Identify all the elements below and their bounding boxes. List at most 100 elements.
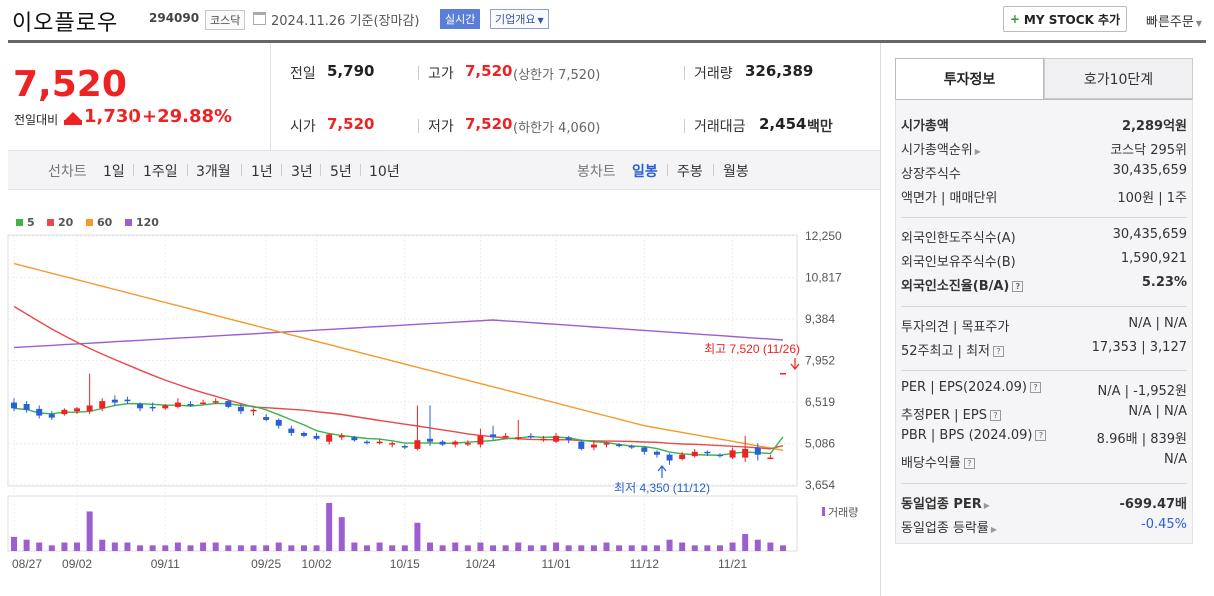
volume-bar <box>389 545 396 551</box>
change-value: 1,730 <box>84 106 141 127</box>
stat-separator <box>684 119 685 133</box>
plus-icon: + <box>1009 12 1020 26</box>
panel-divider <box>880 43 881 596</box>
stat-separator <box>418 119 419 133</box>
period-1d[interactable]: 1일 <box>103 164 125 180</box>
info-label[interactable]: 동일업종 PER ▶ <box>901 493 990 512</box>
candle-daily[interactable]: 일봉 <box>632 164 658 180</box>
period-3m[interactable]: 3개월 <box>196 164 231 180</box>
tab-orderbook[interactable]: 호가10단계 <box>1044 58 1193 99</box>
change-label: 전일대비 <box>14 113 59 127</box>
info-label: 시가총액 <box>901 115 949 134</box>
volume-bar <box>74 542 81 551</box>
period-3y[interactable]: 3년 <box>291 164 313 180</box>
volume-bar <box>401 545 408 551</box>
period-1y[interactable]: 1년 <box>251 164 273 180</box>
header-divider <box>8 40 1206 43</box>
company-overview-dropdown[interactable]: 기업개요 ▼ <box>490 9 549 29</box>
volume-bar <box>780 545 786 551</box>
market-badge: 코스닥 <box>205 10 246 30</box>
candle-monthly[interactable]: 월봉 <box>723 164 749 180</box>
x-tick-label: 10/24 <box>465 557 495 571</box>
change-percent: +29.88% <box>142 106 233 127</box>
volume-bar <box>603 542 610 551</box>
candle-body <box>23 404 30 410</box>
volume-bar <box>275 542 282 551</box>
period-bar <box>8 150 880 190</box>
info-value: 코스닥 295위 <box>1110 143 1187 158</box>
volume-bar <box>590 545 597 551</box>
prev-close-value: 5,790 <box>327 62 375 80</box>
price-chart[interactable]: 12,250 10,817 9,384 7,952 6,519 5,086 3,654 거래량… <box>0 0 880 596</box>
help-icon[interactable]: ? <box>993 346 1004 357</box>
quick-order-button[interactable]: 빠른주문 ▼ <box>1146 11 1202 30</box>
current-price: 7,520 <box>13 64 127 105</box>
period-1w[interactable]: 1주일 <box>143 164 178 180</box>
volume-bar <box>679 542 686 551</box>
volume-bar <box>767 542 774 551</box>
period-10y[interactable]: 10년 <box>369 164 400 180</box>
y-tick-label: 6,519 <box>805 395 835 409</box>
high-annotation: 최고 7,520 (11/26) <box>704 342 800 356</box>
candle-body <box>149 406 156 409</box>
candle-body <box>137 404 144 409</box>
info-label[interactable]: 동일업종 등락률 ▶ <box>901 517 997 536</box>
x-tick-label: 09/02 <box>62 557 92 571</box>
volume-bar <box>200 542 207 551</box>
volume-bar <box>565 545 572 551</box>
quote-date: 2024.11.26 기준(장마감) <box>271 14 420 29</box>
candle-weekly[interactable]: 주봉 <box>677 164 703 180</box>
candle-body <box>48 414 55 418</box>
high-arrow-icon <box>790 358 800 370</box>
info-value: 17,353 | 3,127 <box>1091 340 1187 355</box>
volume-bar <box>666 539 673 551</box>
stock-name: 이오플로우 <box>12 11 119 36</box>
candle-body <box>300 432 307 436</box>
up-arrow-icon-base <box>64 120 82 125</box>
info-label: 액면가 | 매매단위 <box>901 187 997 206</box>
realtime-button[interactable]: 실시간 <box>440 9 481 29</box>
period-5y[interactable]: 5년 <box>330 164 352 180</box>
info-value: 1,590,921 <box>1120 251 1187 266</box>
candle-body <box>313 435 320 439</box>
chevron-down-icon: ▼ <box>1195 19 1202 28</box>
open-value: 7,520 <box>327 115 375 133</box>
panel-separator <box>901 217 1187 218</box>
volume-bar <box>111 542 118 551</box>
caret-right-icon: ▶ <box>974 147 981 156</box>
period-sep <box>667 164 668 176</box>
candle-body <box>590 444 597 448</box>
info-value: 30,435,659 <box>1112 227 1187 242</box>
help-icon[interactable]: ? <box>1029 382 1041 393</box>
info-label: 52주최고 | 최저? <box>901 340 1004 359</box>
volume-bar <box>313 545 320 551</box>
ma60-line <box>13 262 784 451</box>
candle-body <box>212 401 219 403</box>
stat-separator <box>418 66 419 80</box>
info-label-text: 동일업종 등락률 <box>901 521 989 536</box>
info-label-text: 시가총액 <box>901 119 949 134</box>
price-stats-divider <box>270 43 271 150</box>
volume-bar <box>326 503 333 551</box>
candle-body <box>250 409 257 412</box>
candle-body <box>36 408 43 416</box>
info-label[interactable]: 시가총액순위 ▶ <box>901 139 981 158</box>
add-mystock-button[interactable]: + MY STOCK 추가 <box>1003 6 1127 32</box>
info-value: 30,435,659 <box>1112 163 1187 178</box>
ma5-line <box>13 402 784 457</box>
y-tick-label: 9,384 <box>805 312 835 326</box>
help-icon[interactable]: ? <box>963 458 975 469</box>
volume-bar <box>263 545 270 551</box>
help-icon[interactable]: ? <box>989 410 1001 421</box>
help-icon[interactable]: ? <box>1012 281 1024 292</box>
info-label: 외국인보유주식수(B) <box>901 251 1016 270</box>
period-sep <box>281 164 282 176</box>
help-icon[interactable]: ? <box>1035 430 1047 441</box>
volume-bar <box>616 545 623 551</box>
tab-invest-info[interactable]: 투자정보 <box>895 58 1044 99</box>
x-tick-label: 09/25 <box>251 557 281 571</box>
x-tick-label: 11/21 <box>718 557 747 571</box>
chevron-down-icon: ▼ <box>537 16 544 25</box>
volume-bar <box>742 534 749 551</box>
y-tick-label: 5,086 <box>805 437 835 451</box>
